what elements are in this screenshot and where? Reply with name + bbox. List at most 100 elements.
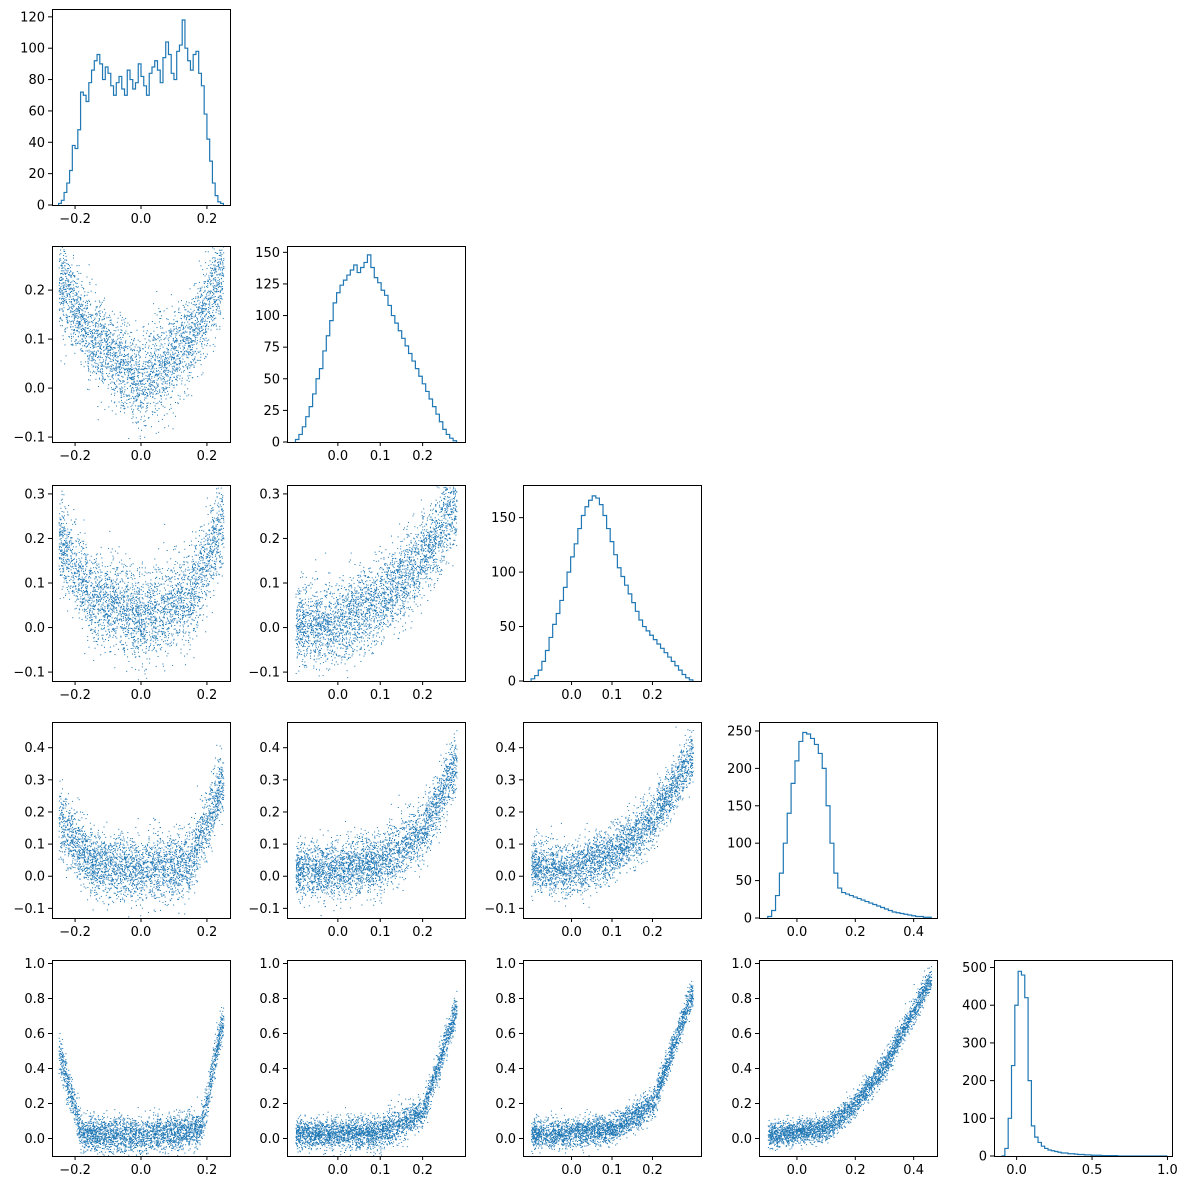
x-tick-label: 0.0 <box>1006 1163 1027 1178</box>
x-tick-label: 0.0 <box>561 925 582 940</box>
y-tick-label: 0.2 <box>731 1097 752 1112</box>
x-tick-label: 0.0 <box>131 1163 152 1178</box>
plot-area <box>530 495 694 681</box>
y-tick-label: 120 <box>20 10 45 25</box>
axes-frame <box>759 722 938 919</box>
y-tick-label: 50 <box>263 372 280 387</box>
scatter-points <box>531 980 694 1156</box>
y-tick-label: 0.3 <box>24 487 45 502</box>
y-tick-label: 100 <box>962 1112 987 1127</box>
y-tick-label: −0.1 <box>13 431 45 446</box>
x-tick-label: 0.0 <box>131 449 152 464</box>
y-tick-label: 0.2 <box>24 284 45 299</box>
x-tick-label: 0.2 <box>412 1163 433 1178</box>
y-tick-label: 0.4 <box>495 1062 516 1077</box>
y-tick-label: 0.2 <box>495 1097 516 1112</box>
x-tick-label: 0.0 <box>561 1163 582 1178</box>
axes-frame <box>287 485 466 682</box>
x-tick-label: −0.2 <box>59 925 91 940</box>
x-tick-label: 1.0 <box>1157 1163 1178 1178</box>
histogram-step <box>530 495 694 681</box>
y-tick-label: 0.1 <box>495 838 516 853</box>
axes-frame <box>52 722 231 919</box>
x-tick-label: 0.2 <box>197 212 218 227</box>
y-tick-label: 0.2 <box>24 1097 45 1112</box>
axes-frame <box>523 960 702 1157</box>
x-tick-label: 0.1 <box>370 1163 391 1178</box>
y-tick-label: 0.2 <box>259 532 280 547</box>
scatter-points <box>295 730 458 916</box>
y-tick-label: 300 <box>962 1036 987 1051</box>
y-tick-label: 150 <box>491 511 516 526</box>
x-tick-label: 0.0 <box>328 925 349 940</box>
x-tick-label: 0.1 <box>602 925 623 940</box>
y-tick-label: 0.2 <box>259 1097 280 1112</box>
y-tick-label: 50 <box>735 874 752 889</box>
y-tick-label: 40 <box>28 136 45 151</box>
hist-1: −0.2 0.0 0.2 0 20 40 60 80 100 120 <box>20 9 231 227</box>
y-tick-label: 0.2 <box>24 532 45 547</box>
x-tick-label: −0.2 <box>59 1163 91 1178</box>
y-tick-label: −0.1 <box>248 666 280 681</box>
y-tick-label: 0.3 <box>259 773 280 788</box>
x-tick-label: 0.2 <box>412 925 433 940</box>
histogram-step <box>767 731 932 918</box>
hist-3: 0.0 0.1 0.2 0 50 100 150 <box>491 485 702 703</box>
y-tick-label: 50 <box>499 620 516 635</box>
axes-frame <box>994 960 1173 1157</box>
plot-area <box>58 487 225 681</box>
y-tick-label: 0.3 <box>495 773 516 788</box>
scatter-points <box>295 990 458 1156</box>
y-tick-label: 1.0 <box>731 957 752 972</box>
y-tick-label: 0.0 <box>731 1132 752 1147</box>
y-tick-label: 400 <box>962 999 987 1014</box>
x-tick-label: 0.2 <box>412 688 433 703</box>
y-tick-label: 0.3 <box>24 773 45 788</box>
plot-area <box>767 966 933 1151</box>
y-tick-label: 0.1 <box>24 838 45 853</box>
x-tick-label: 0.1 <box>370 925 391 940</box>
axes-frame <box>523 722 702 919</box>
plot-area <box>295 990 458 1156</box>
y-tick-label: 0.2 <box>495 805 516 820</box>
y-tick-label: 0.1 <box>24 577 45 592</box>
y-tick-label: 0.0 <box>259 870 280 885</box>
axes-frame <box>759 960 938 1157</box>
y-tick-label: −0.1 <box>13 666 45 681</box>
y-tick-label: 150 <box>255 246 280 261</box>
x-tick-label: 0.2 <box>412 449 433 464</box>
y-tick-label: 0.2 <box>259 805 280 820</box>
x-tick-label: 0.2 <box>197 1163 218 1178</box>
x-tick-label: 0.2 <box>197 449 218 464</box>
histogram-step <box>57 19 225 205</box>
y-tick-label: 0.4 <box>259 741 280 756</box>
y-tick-label: 20 <box>28 167 45 182</box>
axes-frame <box>52 246 231 443</box>
scatter-3-2: 0.0 0.1 0.2 −0.1 0.0 0.1 0.2 0.3 <box>248 485 466 703</box>
histogram-step <box>294 254 458 442</box>
x-tick-label: 0.2 <box>197 925 218 940</box>
y-tick-label: 0 <box>272 436 280 451</box>
y-tick-label: 200 <box>962 1074 987 1089</box>
scatter-points <box>58 1007 225 1156</box>
y-tick-label: 0.8 <box>731 992 752 1007</box>
plot-area <box>295 730 458 916</box>
x-tick-label: 0.1 <box>602 1163 623 1178</box>
scatter-4-1: −0.2 0.0 0.2 −0.1 0.0 0.1 0.2 0.3 0.4 <box>13 722 231 940</box>
x-tick-label: 0.2 <box>845 925 866 940</box>
y-tick-label: −0.1 <box>248 902 280 917</box>
y-tick-label: 0 <box>37 199 45 214</box>
y-tick-label: 100 <box>255 309 280 324</box>
x-tick-label: 0.1 <box>370 449 391 464</box>
scatter-points <box>58 246 225 440</box>
plot-area <box>58 246 225 440</box>
x-tick-label: 0.0 <box>787 925 808 940</box>
x-tick-label: 0.0 <box>328 688 349 703</box>
x-tick-label: −0.2 <box>59 449 91 464</box>
y-tick-label: −0.1 <box>13 902 45 917</box>
y-tick-label: 0.0 <box>24 1132 45 1147</box>
x-tick-label: −0.2 <box>59 212 91 227</box>
y-tick-label: 100 <box>727 837 752 852</box>
x-tick-label: 0.4 <box>903 1163 924 1178</box>
y-tick-label: 0.8 <box>259 992 280 1007</box>
